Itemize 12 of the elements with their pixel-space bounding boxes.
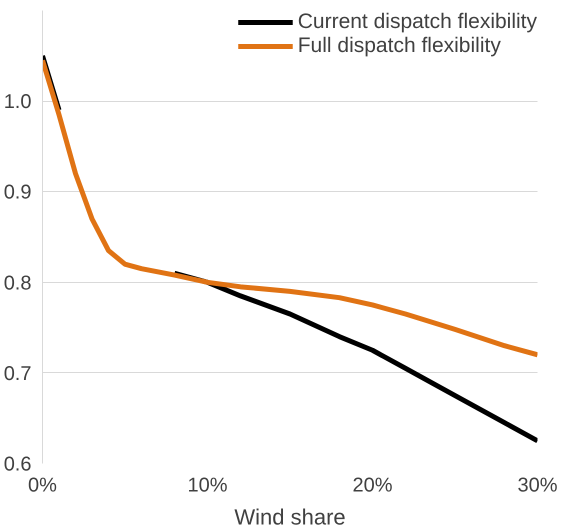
y-tick-label: 0.6	[4, 454, 32, 476]
x-tick-label: 0%	[28, 474, 58, 496]
y-tick-label: 1.0	[4, 91, 32, 114]
x-tick-label: 20%	[352, 474, 393, 496]
x-tick-label: 10%	[187, 474, 228, 496]
y-tick-label: 0.9	[4, 182, 32, 204]
y-tick-label: 0.7	[4, 362, 32, 385]
y-tick-label: 0.8	[4, 272, 32, 294]
legend-label: Full dispatch flexibility	[298, 34, 501, 58]
x-tick-label: 30%	[517, 474, 558, 496]
x-axis-title: Wind share	[234, 504, 346, 530]
legend-label: Current dispatch flexibility	[298, 10, 537, 34]
